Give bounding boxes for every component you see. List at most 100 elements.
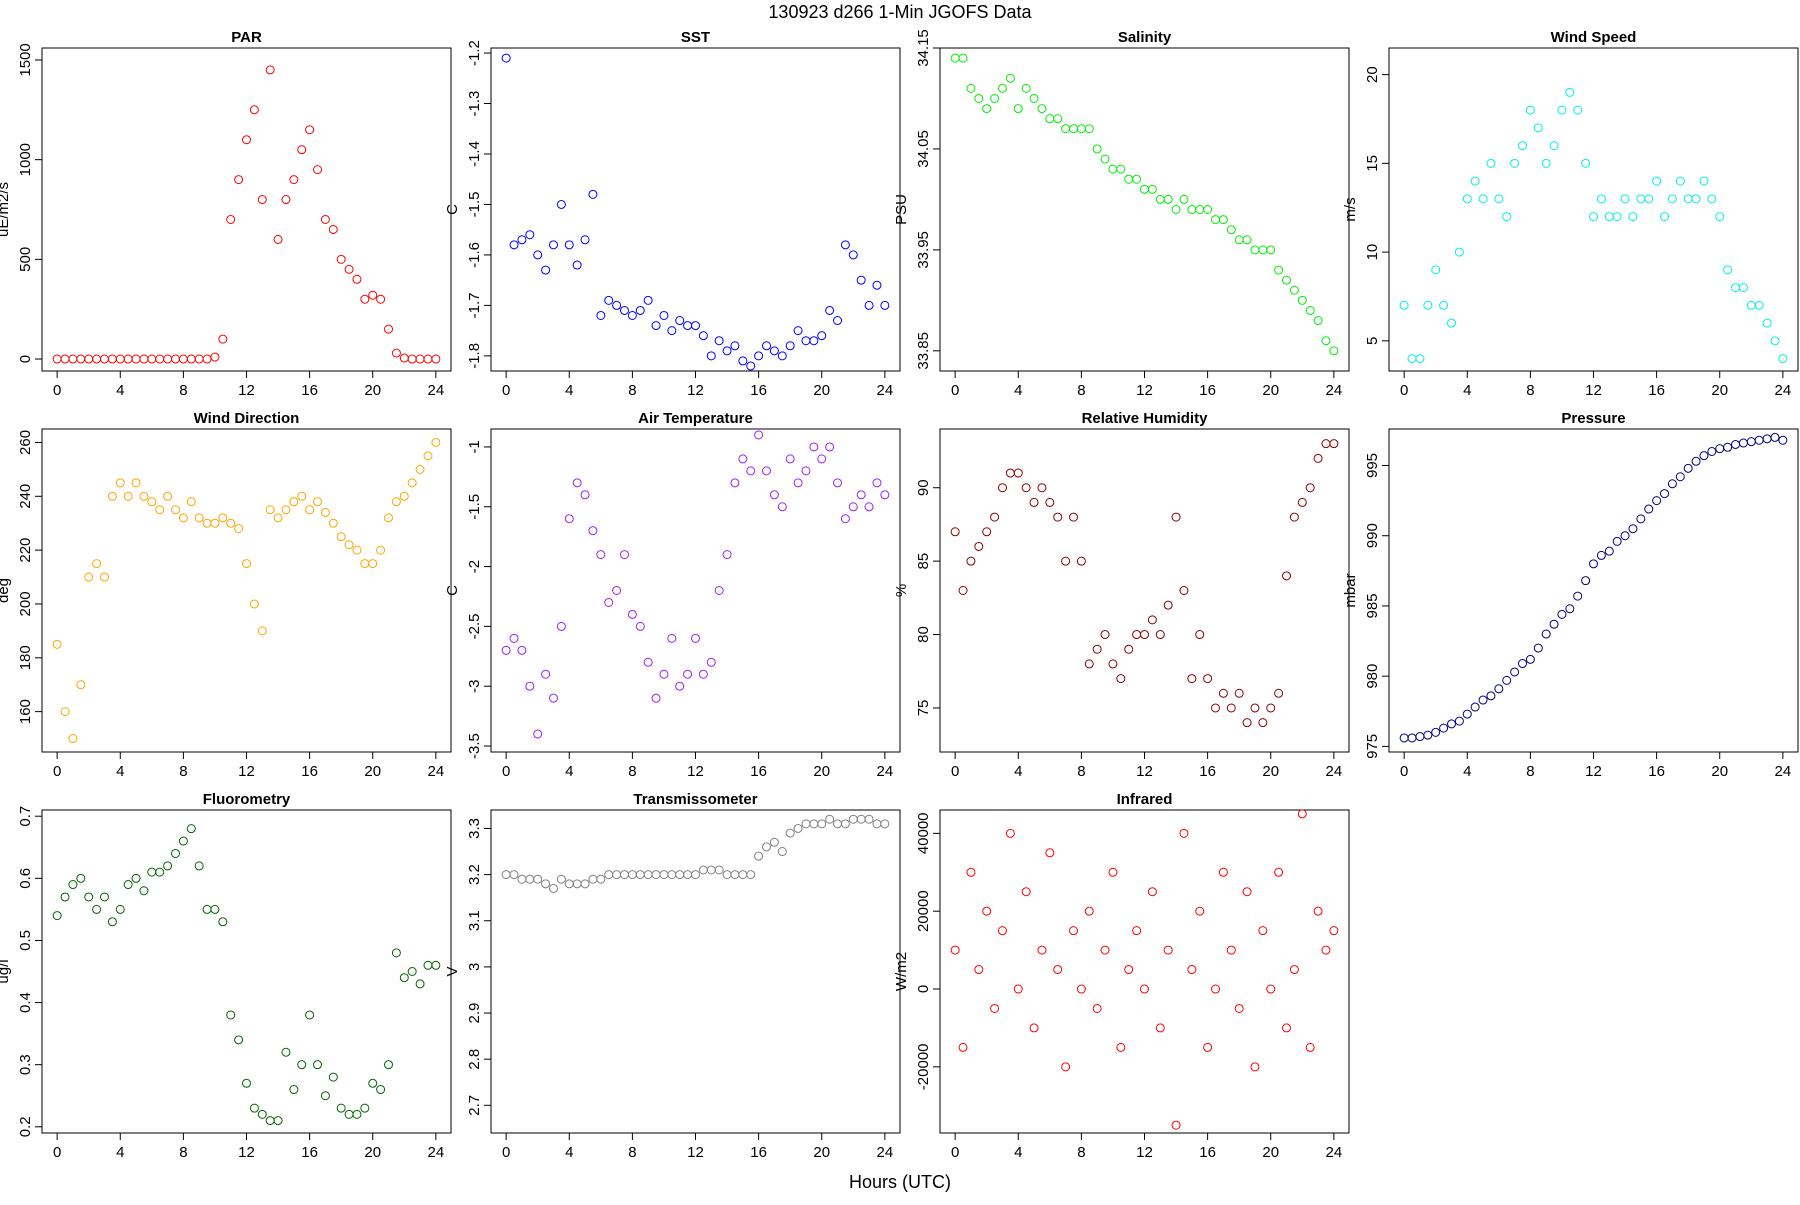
data-point bbox=[997, 83, 1007, 93]
data-point bbox=[1124, 644, 1134, 654]
data-point bbox=[793, 823, 803, 833]
x-tick-label: 8 bbox=[1077, 382, 1085, 399]
data-point bbox=[722, 346, 732, 356]
data-point bbox=[1691, 194, 1701, 204]
data-point bbox=[360, 1103, 370, 1113]
data-point bbox=[99, 572, 109, 582]
x-tick-label: 16 bbox=[1199, 382, 1216, 399]
y-tick-label: 260 bbox=[17, 430, 34, 455]
data-point bbox=[1147, 184, 1157, 194]
data-point bbox=[1431, 727, 1441, 737]
data-point bbox=[1723, 265, 1733, 275]
y-axis-label: ug/l bbox=[0, 959, 12, 983]
data-point bbox=[265, 505, 275, 515]
data-point bbox=[833, 478, 843, 488]
data-point bbox=[178, 836, 188, 846]
data-point bbox=[352, 545, 362, 555]
data-point bbox=[1541, 158, 1551, 168]
data-point bbox=[1274, 688, 1284, 698]
data-point bbox=[1446, 719, 1456, 729]
x-tick-label: 4 bbox=[1463, 763, 1471, 780]
data-point bbox=[1596, 550, 1606, 560]
data-point bbox=[368, 559, 378, 569]
data-point bbox=[273, 1116, 283, 1126]
data-point bbox=[352, 274, 362, 284]
data-point bbox=[1116, 164, 1126, 174]
data-point bbox=[1289, 965, 1299, 975]
data-point bbox=[1108, 867, 1118, 877]
y-axis-label: % bbox=[893, 584, 910, 597]
data-point bbox=[1155, 1023, 1165, 1033]
data-point bbox=[1644, 194, 1654, 204]
data-point bbox=[1510, 667, 1520, 677]
data-point bbox=[76, 680, 86, 690]
figure-title: 130923 d266 1-Min JGOFS Data bbox=[768, 2, 1032, 22]
data-point bbox=[1037, 483, 1047, 493]
data-point bbox=[99, 892, 109, 902]
data-point bbox=[1778, 435, 1788, 445]
data-point bbox=[1691, 456, 1701, 466]
x-tick-label: 8 bbox=[179, 382, 187, 399]
data-point bbox=[226, 1010, 236, 1020]
x-tick-label: 0 bbox=[502, 763, 510, 780]
panel-title: Air Temperature bbox=[638, 410, 753, 427]
data-point bbox=[249, 599, 259, 609]
data-point bbox=[1549, 619, 1559, 629]
data-point bbox=[1486, 158, 1496, 168]
data-point bbox=[360, 294, 370, 304]
y-tick-label: 1500 bbox=[17, 43, 34, 76]
data-point bbox=[1754, 300, 1764, 310]
data-point bbox=[990, 512, 1000, 522]
data-point bbox=[1061, 1062, 1071, 1072]
data-point bbox=[1517, 141, 1527, 151]
data-point bbox=[1068, 512, 1078, 522]
data-point bbox=[234, 524, 244, 534]
y-tick-label: -1.3 bbox=[466, 91, 483, 117]
data-point bbox=[84, 892, 94, 902]
data-point bbox=[762, 466, 772, 476]
x-tick-label: 0 bbox=[951, 763, 959, 780]
data-point bbox=[1329, 346, 1339, 356]
data-point bbox=[1108, 659, 1118, 669]
x-tick-label: 4 bbox=[565, 1144, 573, 1161]
data-point bbox=[619, 305, 629, 315]
data-point bbox=[730, 341, 740, 351]
y-tick-label: 15 bbox=[1364, 155, 1381, 172]
y-tick-label: 200 bbox=[17, 591, 34, 616]
data-point bbox=[131, 873, 141, 883]
data-point bbox=[1092, 144, 1102, 154]
data-point bbox=[305, 125, 315, 135]
x-tick-label: 4 bbox=[116, 1144, 124, 1161]
data-point bbox=[714, 586, 724, 595]
x-tick-label: 16 bbox=[750, 1144, 767, 1161]
x-tick-label: 24 bbox=[428, 382, 445, 399]
x-tick-label: 0 bbox=[951, 382, 959, 399]
data-point bbox=[982, 104, 992, 114]
data-point bbox=[1439, 723, 1449, 733]
data-point bbox=[1258, 718, 1268, 728]
data-point bbox=[1478, 695, 1488, 705]
data-point bbox=[1557, 609, 1567, 619]
data-point bbox=[997, 926, 1007, 936]
data-point bbox=[659, 310, 669, 320]
data-point bbox=[1005, 73, 1015, 83]
data-point bbox=[1242, 235, 1252, 245]
data-point bbox=[683, 669, 693, 679]
data-point bbox=[1525, 654, 1535, 664]
data-point bbox=[596, 310, 606, 320]
data-point bbox=[194, 861, 204, 871]
data-point bbox=[1431, 265, 1441, 275]
x-tick-label: 16 bbox=[301, 1144, 318, 1161]
data-point bbox=[163, 491, 173, 501]
x-tick-label: 20 bbox=[364, 382, 381, 399]
data-point bbox=[1163, 194, 1173, 204]
data-point bbox=[139, 886, 149, 896]
data-point bbox=[698, 331, 708, 341]
y-tick-label: 980 bbox=[1364, 664, 1381, 689]
data-point bbox=[1612, 536, 1622, 546]
data-point bbox=[1163, 945, 1173, 955]
data-point bbox=[1195, 906, 1205, 916]
data-point bbox=[1675, 176, 1685, 186]
data-point bbox=[541, 879, 551, 889]
data-point bbox=[226, 214, 236, 224]
